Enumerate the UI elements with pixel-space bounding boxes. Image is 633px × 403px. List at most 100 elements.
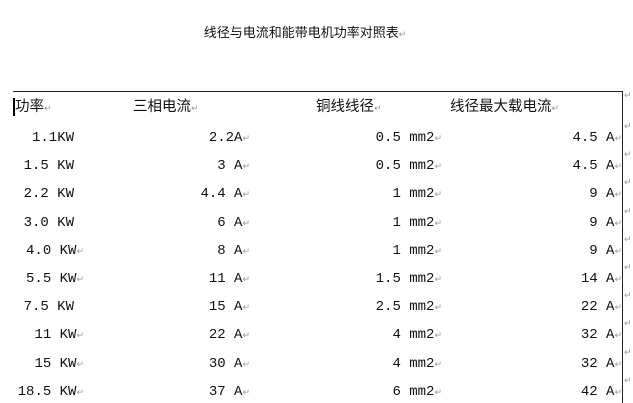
paragraph-mark: ↵: [242, 387, 250, 398]
cell-power[interactable]: 2.2 KW: [24, 184, 74, 204]
cell-text: 7.5 KW: [23, 299, 74, 316]
row-end-mark: ↵: [624, 375, 632, 386]
document-title: 线径与电流和能带电机功率对照表↵: [203, 26, 407, 41]
cell-max-current[interactable]: 14 A↵: [581, 269, 622, 290]
table-row: 7.5 KW 15 A↵ 2.5 mm2↵ 22 A↵ ↵: [0, 291, 633, 318]
paragraph-mark: ↵: [434, 246, 442, 257]
cell-max-current[interactable]: 32 A↵: [581, 325, 622, 346]
paragraph-mark: ↵: [242, 190, 250, 201]
cell-current[interactable]: 30 A↵: [209, 354, 250, 375]
cell-text: 1.1KW: [31, 130, 74, 146]
header-power[interactable]: 功率↵: [15, 97, 52, 119]
paragraph-mark: ↵: [614, 275, 622, 285]
cell-wire-size[interactable]: 4 mm2↵: [392, 354, 442, 375]
row-end-mark: ↵: [624, 347, 632, 358]
paragraph-mark: ↵: [434, 303, 442, 314]
cell-wire-size[interactable]: 2.5 mm2↵: [376, 297, 442, 318]
cell-text: 9 A: [589, 186, 615, 203]
cell-power[interactable]: 1.1KW: [32, 128, 74, 148]
paragraph-mark: ↵: [242, 246, 250, 257]
cell-text: 9 A: [589, 242, 615, 259]
cell-max-current[interactable]: 4.5 A↵: [572, 128, 622, 149]
cell-text: 2.2 KW: [23, 186, 74, 203]
cell-current[interactable]: 4.4 A↵: [200, 184, 250, 205]
cell-text: 42 A: [580, 383, 615, 400]
header-current[interactable]: 三相电流↵: [133, 97, 199, 119]
cell-wire-size[interactable]: 1 mm2↵: [392, 241, 442, 262]
cell-power[interactable]: 1.5 KW: [24, 156, 74, 176]
cell-current[interactable]: 22 A↵: [209, 325, 250, 346]
cell-current[interactable]: 2.2A↵: [209, 128, 250, 149]
cell-text: 15 KW: [34, 355, 77, 372]
row-end-mark: ↵: [624, 291, 632, 302]
table-row: 18.5 KW↵ 37 A↵ 6 mm2↵ 42 A↵ ↵: [0, 376, 633, 403]
cell-current[interactable]: 15 A↵: [209, 297, 250, 318]
cell-current[interactable]: 11 A↵: [209, 269, 250, 290]
paragraph-mark: ↵: [44, 104, 52, 114]
cell-text: 22 A: [580, 299, 615, 316]
paragraph-mark: ↵: [76, 387, 84, 398]
cell-text: 1 mm2: [392, 186, 435, 203]
paragraph-mark: ↵: [614, 218, 622, 229]
cell-power[interactable]: 3.0 KW: [24, 213, 74, 233]
paragraph-mark: ↵: [614, 303, 622, 314]
cell-current[interactable]: 8 A↵: [217, 241, 250, 262]
cell-current[interactable]: 37 A↵: [209, 382, 250, 403]
cell-max-current[interactable]: 4.5 A↵: [572, 156, 622, 177]
header-wire-size[interactable]: 铜线线径↵: [316, 97, 382, 119]
paragraph-mark: ↵: [76, 246, 84, 257]
cell-power[interactable]: 7.5 KW: [24, 297, 74, 317]
header-max-current[interactable]: 线径最大载电流↵: [450, 97, 559, 119]
row-end-mark: ↵: [624, 150, 632, 161]
table-row: 11 KW↵ 22 A↵ 4 mm2↵ 32 A↵ ↵: [0, 319, 633, 346]
cell-text: 14 A: [580, 271, 615, 287]
text-cursor: [13, 98, 15, 116]
cell-max-current[interactable]: 32 A↵: [581, 354, 622, 375]
cell-power[interactable]: 5.5 KW↵: [26, 269, 84, 290]
cell-text: 2.2A: [208, 130, 243, 146]
cell-power[interactable]: 11 KW↵: [34, 325, 84, 346]
cell-text: 4 mm2: [392, 355, 435, 372]
paragraph-mark: ↵: [76, 331, 84, 342]
paragraph-mark: ↵: [614, 190, 622, 201]
cell-power[interactable]: 4.0 KW↵: [26, 241, 84, 262]
paragraph-mark: ↵: [398, 30, 407, 40]
paragraph-mark: ↵: [242, 218, 250, 229]
cell-max-current[interactable]: 42 A↵: [581, 382, 622, 403]
cell-text: 1.5 mm2: [375, 271, 435, 287]
cell-power[interactable]: 15 KW↵: [34, 354, 84, 375]
cell-text: 0.5 mm2: [375, 130, 435, 146]
cell-text: 0.5 mm2: [375, 158, 435, 175]
table-right-border: [622, 91, 623, 403]
cell-wire-size[interactable]: 1.5 mm2↵: [376, 269, 442, 290]
cell-power[interactable]: 18.5 KW↵: [18, 382, 84, 403]
cell-max-current[interactable]: 9 A↵: [589, 184, 622, 205]
paragraph-mark: ↵: [614, 134, 622, 144]
cell-text: 11 A: [208, 271, 243, 287]
cell-text: 线径最大载电流: [450, 99, 552, 115]
cell-text: 30 A: [208, 355, 243, 372]
cell-wire-size[interactable]: 4 mm2↵: [392, 325, 442, 346]
row-end-mark: ↵: [624, 263, 632, 273]
table-row: 15 KW↵ 30 A↵ 4 mm2↵ 32 A↵ ↵: [0, 348, 633, 375]
cell-wire-size[interactable]: 1 mm2↵: [392, 213, 442, 234]
paragraph-mark: ↵: [76, 275, 84, 285]
row-end-mark: ↵: [624, 178, 632, 189]
cell-text: 功率: [15, 99, 44, 115]
cell-text: 1.5 KW: [23, 158, 74, 175]
cell-max-current[interactable]: 9 A↵: [589, 241, 622, 262]
cell-max-current[interactable]: 9 A↵: [589, 213, 622, 234]
cell-text: 9 A: [589, 214, 615, 231]
cell-text: 15 A: [208, 299, 243, 316]
paragraph-mark: ↵: [242, 134, 250, 144]
cell-current[interactable]: 3 A↵: [217, 156, 250, 177]
cell-text: 4 mm2: [392, 327, 435, 344]
cell-wire-size[interactable]: 1 mm2↵: [392, 184, 442, 205]
cell-wire-size[interactable]: 0.5 mm2↵: [376, 128, 442, 149]
cell-wire-size[interactable]: 0.5 mm2↵: [376, 156, 442, 177]
paragraph-mark: ↵: [434, 387, 442, 398]
cell-max-current[interactable]: 22 A↵: [581, 297, 622, 318]
paragraph-mark: ↵: [614, 359, 622, 370]
cell-current[interactable]: 6 A↵: [217, 213, 250, 234]
cell-wire-size[interactable]: 6 mm2↵: [392, 382, 442, 403]
